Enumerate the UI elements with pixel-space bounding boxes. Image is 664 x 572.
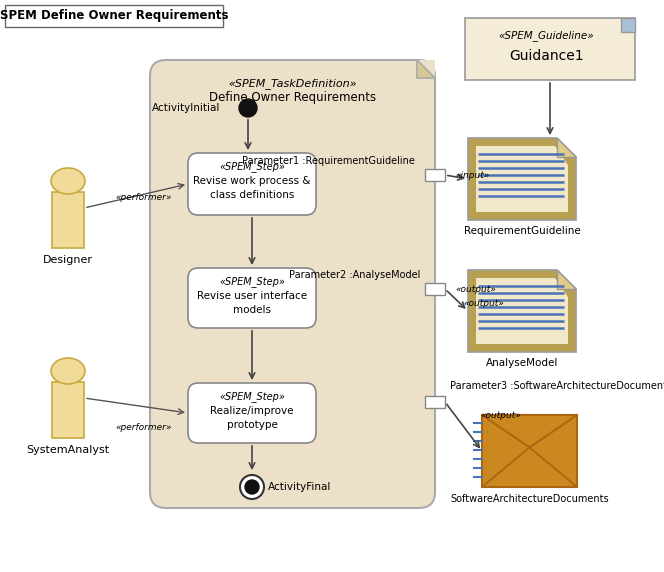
Text: Parameter2 :AnalyseModel: Parameter2 :AnalyseModel: [289, 270, 420, 280]
Polygon shape: [417, 60, 435, 78]
Text: «output»: «output»: [480, 411, 521, 420]
Polygon shape: [417, 60, 435, 78]
Text: AnalyseModel: AnalyseModel: [486, 358, 558, 368]
Polygon shape: [468, 270, 576, 352]
Text: «output»: «output»: [455, 284, 496, 293]
Text: «performer»: «performer»: [116, 193, 172, 202]
FancyBboxPatch shape: [188, 383, 316, 443]
Text: prototype: prototype: [226, 420, 278, 430]
Text: Define Owner Requirements: Define Owner Requirements: [209, 92, 376, 105]
Text: SystemAnalyst: SystemAnalyst: [27, 445, 110, 455]
Bar: [465, 18, 635, 80]
Circle shape: [240, 475, 264, 499]
Text: SoftwareArchitectureDocuments: SoftwareArchitectureDocuments: [450, 494, 609, 504]
Polygon shape: [476, 278, 568, 344]
Text: Parameter3 :SoftwareArchitectureDocuments: Parameter3 :SoftwareArchitectureDocument…: [450, 381, 664, 391]
Text: ActivityInitial: ActivityInitial: [151, 103, 220, 113]
Text: Designer: Designer: [43, 255, 93, 265]
Text: «SPEM_Step»: «SPEM_Step»: [219, 161, 285, 172]
Circle shape: [239, 99, 257, 117]
Text: models: models: [233, 305, 271, 315]
Polygon shape: [557, 138, 576, 157]
Bar: [425, 396, 445, 408]
Bar: [5, 5, 223, 27]
Text: SPEM Define Owner Requirements: SPEM Define Owner Requirements: [0, 10, 228, 22]
Text: Revise work process &: Revise work process &: [193, 176, 311, 186]
Ellipse shape: [51, 358, 85, 384]
Polygon shape: [557, 270, 576, 289]
Polygon shape: [476, 146, 568, 212]
Bar: [425, 169, 445, 181]
Bar: [52, 192, 84, 248]
Text: Parameter1 :RequirementGuideline: Parameter1 :RequirementGuideline: [242, 156, 415, 166]
Polygon shape: [621, 18, 635, 32]
Polygon shape: [468, 138, 576, 220]
FancyBboxPatch shape: [150, 60, 435, 508]
Text: class definitions: class definitions: [210, 190, 294, 200]
Bar: [482, 415, 577, 487]
Text: «SPEM_Guideline»: «SPEM_Guideline»: [499, 30, 594, 41]
Ellipse shape: [51, 168, 85, 194]
Text: «performer»: «performer»: [116, 423, 172, 431]
Text: Guidance1: Guidance1: [509, 49, 584, 63]
FancyBboxPatch shape: [188, 268, 316, 328]
Text: RequirementGuideline: RequirementGuideline: [463, 226, 580, 236]
Circle shape: [245, 480, 259, 494]
Text: «SPEM_Step»: «SPEM_Step»: [219, 276, 285, 288]
Polygon shape: [417, 60, 435, 78]
Bar: [425, 283, 445, 295]
Text: «SPEM_TaskDefinition»: «SPEM_TaskDefinition»: [228, 78, 357, 89]
Text: «input»: «input»: [455, 170, 489, 180]
Bar: [52, 382, 84, 438]
Polygon shape: [482, 415, 577, 447]
Text: Realize/improve: Realize/improve: [210, 406, 293, 416]
Text: Revise user interface: Revise user interface: [197, 291, 307, 301]
Text: ActivityFinal: ActivityFinal: [268, 482, 331, 492]
Text: «SPEM_Step»: «SPEM_Step»: [219, 392, 285, 403]
Text: «output»: «output»: [463, 299, 504, 308]
FancyBboxPatch shape: [188, 153, 316, 215]
